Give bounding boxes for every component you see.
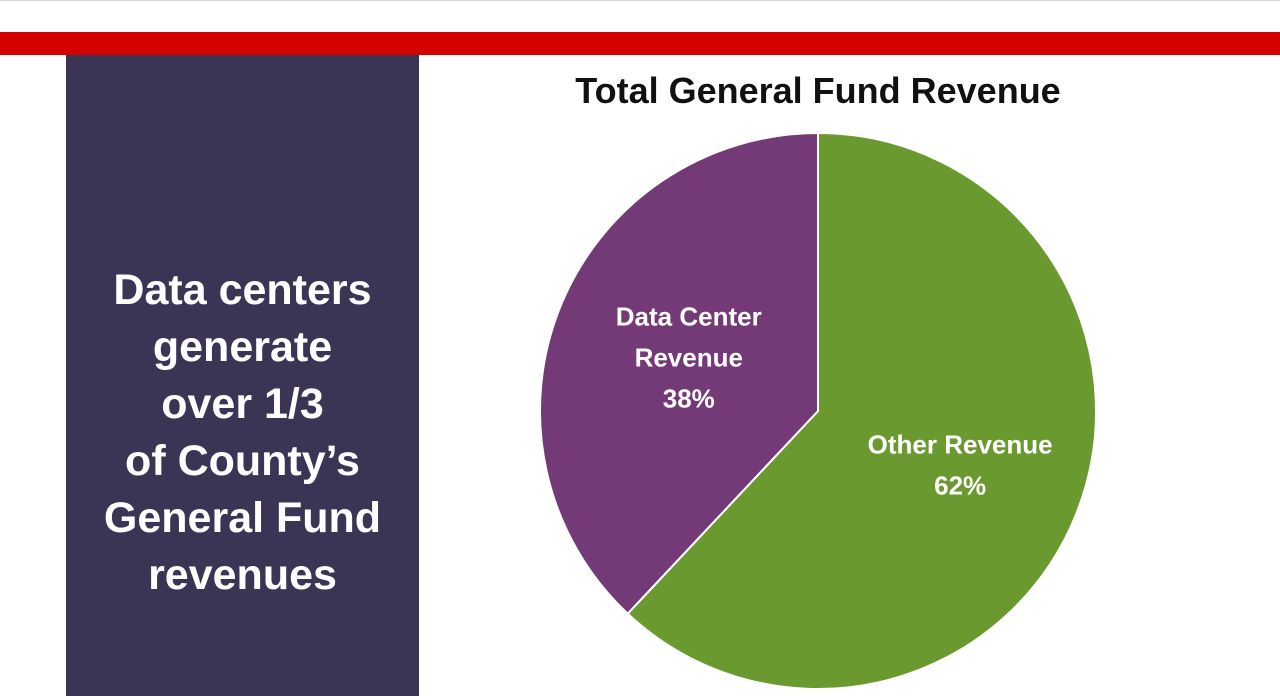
headline-line: of County’s xyxy=(125,437,360,485)
pie-label-text: Data Center xyxy=(616,302,762,332)
pie-label-text: Other Revenue xyxy=(868,430,1053,460)
pie-label-percent: 62% xyxy=(934,471,986,501)
pie-slice-data-center-revenue xyxy=(539,131,819,616)
side-panel: Data centers generate over 1/3 of County… xyxy=(66,55,419,696)
headline-line: Data centers xyxy=(113,266,372,314)
headline-line: General Fund xyxy=(103,494,382,542)
top-border xyxy=(0,0,1280,1)
headline: Data centers generate over 1/3 of County… xyxy=(66,262,419,604)
pie-label-text: Revenue xyxy=(635,343,743,373)
headline-line: generate xyxy=(152,323,333,371)
headline-line: over 1/3 xyxy=(161,380,324,428)
pie-label-percent: 38% xyxy=(663,384,715,414)
chart-title: Total General Fund Revenue xyxy=(575,70,1061,111)
accent-bar xyxy=(0,32,1280,55)
pie-label-other-revenue: Other Revenue 62% xyxy=(868,430,1053,501)
pie-label-data-center-revenue: Data Center Revenue 38% xyxy=(616,302,762,414)
pie-slice-other-revenue xyxy=(626,131,1097,690)
headline-line: revenues xyxy=(148,551,337,599)
